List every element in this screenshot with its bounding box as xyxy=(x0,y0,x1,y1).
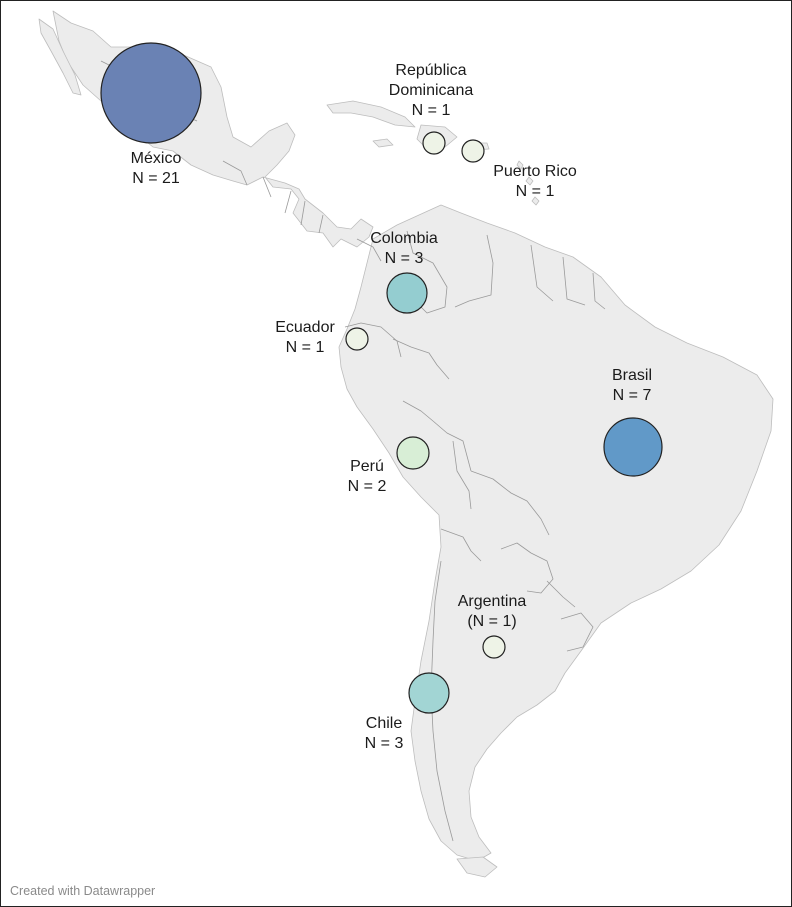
label-argentina-country: Argentina xyxy=(457,593,527,610)
label-ecuador-count: N = 1 xyxy=(285,339,325,356)
label-rd-count: N = 1 xyxy=(411,102,451,119)
label-mexico: México N = 21 xyxy=(131,149,182,189)
border-venezuela-guyana xyxy=(454,234,494,308)
border-peru-brazil xyxy=(402,400,472,472)
land-cuba xyxy=(326,100,416,128)
border-colombia-peru xyxy=(392,338,450,380)
land-lesser-antilles xyxy=(516,160,540,206)
label-colombia: Colombia N = 3 xyxy=(370,229,438,269)
bubble-republica-dominicana[interactable] xyxy=(422,131,446,155)
land-mexico-central-america xyxy=(52,10,374,248)
label-puerto-rico: Puerto Rico N = 1 xyxy=(493,162,577,202)
label-mexico-country: México xyxy=(130,150,182,167)
label-colombia-country: Colombia xyxy=(370,230,438,247)
datawrapper-credit[interactable]: Created with Datawrapper xyxy=(10,884,156,898)
label-puerto-rico-country: Puerto Rico xyxy=(493,163,577,180)
land-tierra-del-fuego xyxy=(456,856,498,878)
border-peru-bolivia xyxy=(452,440,472,510)
label-ecuador: Ecuador N = 1 xyxy=(275,318,335,358)
label-colombia-count: N = 3 xyxy=(384,250,424,267)
label-chile: Chile N = 3 xyxy=(365,714,404,754)
bubble-layer xyxy=(100,42,663,714)
label-peru-country: Perú xyxy=(350,458,384,475)
border-bolivia-chile xyxy=(440,528,482,562)
label-peru: Perú N = 2 xyxy=(348,457,387,497)
border-bolivia-brazil xyxy=(470,470,550,536)
border-central-america xyxy=(262,176,324,234)
label-brasil-count: N = 7 xyxy=(612,387,652,404)
label-chile-count: N = 3 xyxy=(364,735,404,752)
bubble-ecuador[interactable] xyxy=(345,327,369,351)
label-chile-country: Chile xyxy=(365,715,403,732)
border-panama-colombia xyxy=(356,238,382,262)
label-rd-line1: República xyxy=(395,62,467,79)
border-guianas xyxy=(530,244,606,310)
bubble-puerto-rico[interactable] xyxy=(461,139,485,163)
label-ecuador-country: Ecuador xyxy=(275,319,335,336)
bubble-chile[interactable] xyxy=(408,672,450,714)
border-colombia-venezuela xyxy=(406,230,448,314)
label-argentina: Argentina (N = 1) xyxy=(458,592,527,632)
label-republica-dominicana: República Dominicana N = 1 xyxy=(389,61,473,121)
label-rd-line2: Dominicana xyxy=(388,82,474,99)
border-paraguay xyxy=(500,542,554,594)
bubble-colombia[interactable] xyxy=(386,272,428,314)
bubble-mexico[interactable] xyxy=(100,42,202,144)
label-puerto-rico-count: N = 1 xyxy=(515,183,555,200)
label-brasil: Brasil N = 7 xyxy=(612,366,652,406)
border-ecuador xyxy=(344,322,402,358)
bubble-argentina[interactable] xyxy=(482,635,506,659)
label-mexico-count: N = 21 xyxy=(132,170,180,187)
land-baja-california xyxy=(38,18,82,96)
label-argentina-count: (N = 1) xyxy=(467,613,517,630)
border-uruguay xyxy=(560,612,594,652)
border-argentina-brazil xyxy=(546,580,576,608)
land-jamaica xyxy=(372,138,394,148)
label-brasil-country: Brasil xyxy=(611,367,653,384)
border-guatemala xyxy=(222,160,248,186)
bubble-peru[interactable] xyxy=(396,436,430,470)
bubble-brasil[interactable] xyxy=(603,417,663,477)
label-peru-count: N = 2 xyxy=(347,478,387,495)
